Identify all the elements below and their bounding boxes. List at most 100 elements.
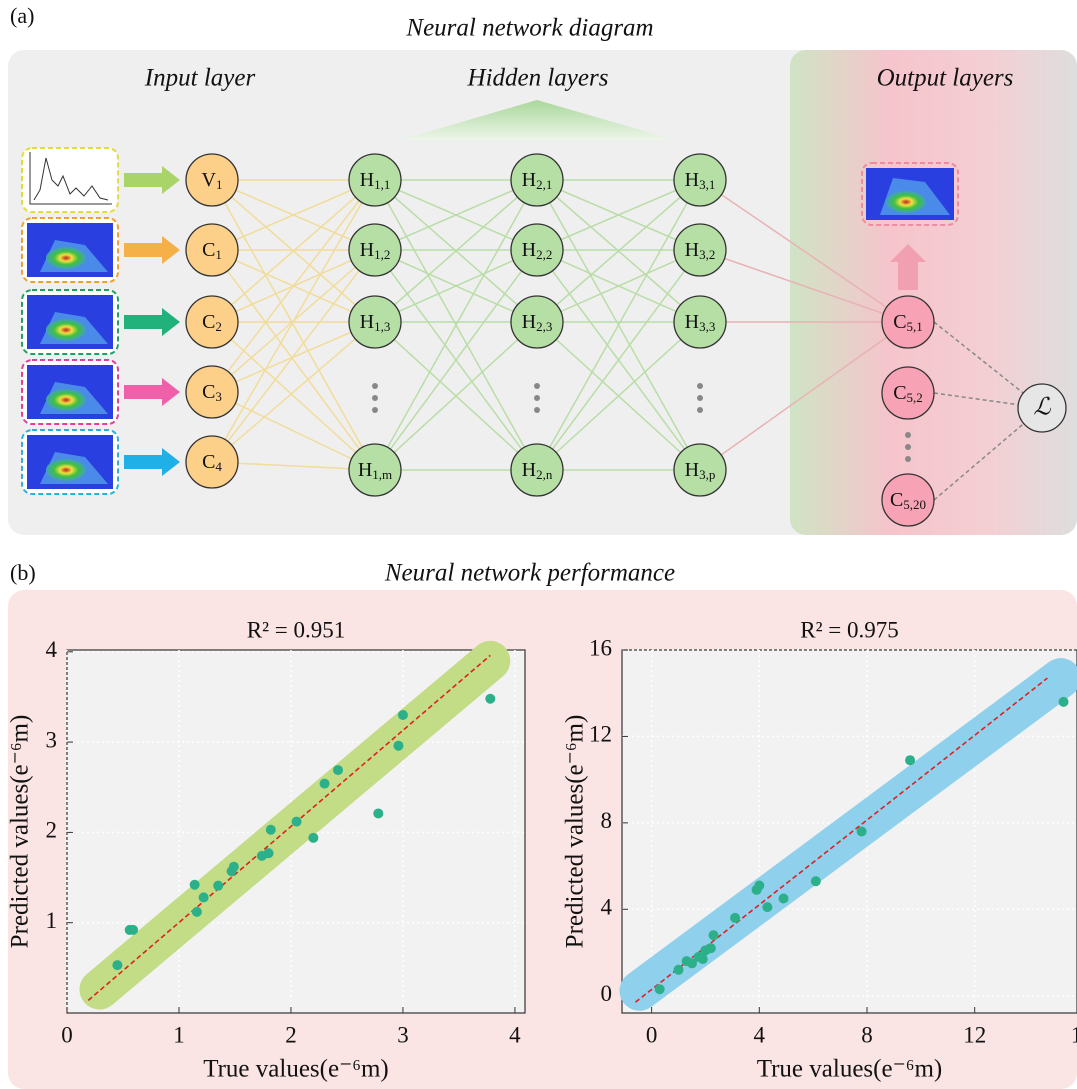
column-title: Input layer	[144, 65, 256, 92]
point	[857, 827, 867, 837]
input-thumbnail-frame	[22, 148, 118, 212]
node-label-base: H	[685, 311, 699, 333]
point	[762, 902, 772, 912]
point	[730, 913, 740, 923]
column-title: Hidden layers	[467, 65, 609, 92]
node-label-base: H	[522, 169, 536, 191]
y-tick-label: 1	[46, 908, 58, 933]
output-heatmap-spot	[886, 191, 926, 213]
y-tick-label: 16	[589, 635, 612, 660]
point	[192, 907, 202, 917]
node-label-sub: 5,1	[907, 319, 923, 334]
node-label-sub: 3,p	[699, 467, 715, 482]
point	[655, 984, 665, 994]
node-label-sub: 1,1	[374, 177, 390, 192]
y-tick-label: 4	[601, 895, 613, 920]
point	[266, 825, 276, 835]
x-tick-label: 16	[1071, 1022, 1077, 1047]
ellipsis-dot	[372, 383, 378, 389]
point	[292, 817, 302, 827]
y-tick-label: 3	[46, 727, 58, 752]
node-label-sub: 5,20	[903, 497, 926, 512]
node-label-sub: 2,3	[536, 319, 552, 334]
x-tick-label: 4	[754, 1022, 766, 1047]
x-axis-label: True values(e⁻⁶m)	[757, 1056, 943, 1083]
node-label-base: C	[893, 382, 906, 404]
y-tick-label: 8	[601, 808, 613, 833]
node-label-base: H	[360, 169, 374, 191]
point	[811, 876, 821, 886]
node-label-sub: 2	[215, 319, 222, 334]
node-label-base: C	[202, 311, 215, 333]
node-label-base: C	[890, 489, 903, 511]
node-label-base: H	[522, 459, 536, 481]
node-label-sub: 3	[215, 389, 222, 404]
panel-title: Neural network performance	[384, 560, 675, 587]
point	[112, 960, 122, 970]
x-tick-label: 0	[61, 1022, 73, 1047]
y-tick-label: 4	[46, 637, 58, 662]
node-label-sub: 1,m	[372, 467, 392, 482]
node-label-sub: 1,3	[374, 319, 390, 334]
x-tick-label: 3	[397, 1022, 409, 1047]
point	[1059, 697, 1069, 707]
node-label-sub: 2,2	[536, 247, 552, 262]
node-label-base: H	[685, 239, 699, 261]
point	[905, 755, 915, 765]
x-tick-label: 1	[173, 1022, 185, 1047]
point	[393, 741, 403, 751]
y-tick-label: 2	[46, 818, 58, 843]
node-label-base: H	[685, 459, 699, 481]
loss-label: ℒ	[1033, 395, 1051, 421]
point	[333, 765, 343, 775]
ellipsis-dot	[697, 395, 703, 401]
chart-title: R² = 0.975	[800, 617, 898, 642]
y-tick-label: 0	[601, 981, 613, 1006]
ellipsis-dot	[905, 456, 911, 462]
ellipsis-dot	[534, 383, 540, 389]
panel-label: (b)	[10, 560, 36, 585]
x-tick-label: 4	[509, 1022, 521, 1047]
node-label-base: H	[360, 311, 374, 333]
point	[128, 925, 138, 935]
point	[754, 881, 764, 891]
x-tick-label: 2	[285, 1022, 297, 1047]
node-label-sub: 2,n	[536, 467, 553, 482]
page: {"diagram": {"label": "(a)", "title": "N…	[0, 0, 1077, 1089]
node-label-base: H	[685, 169, 699, 191]
node-label-sub: 2,1	[536, 177, 552, 192]
point	[485, 694, 495, 704]
point	[213, 881, 223, 891]
point	[264, 848, 274, 858]
node-label-sub: 3,3	[699, 319, 715, 334]
input-heatmap-spot	[46, 319, 86, 341]
node-label-base: C	[893, 311, 906, 333]
x-axis-label: True values(e⁻⁶m)	[203, 1056, 389, 1083]
node-label-base: H	[360, 239, 374, 261]
node-label-base: H	[358, 459, 372, 481]
ellipsis-dot	[905, 432, 911, 438]
x-tick-label: 12	[963, 1022, 986, 1047]
ellipsis-dot	[372, 395, 378, 401]
x-tick-label: 0	[646, 1022, 658, 1047]
point	[320, 779, 330, 789]
panel-label: (a)	[10, 3, 34, 28]
figure: (a) Neural network diagram Input layer H…	[0, 0, 1077, 1089]
node-label-base: H	[522, 239, 536, 261]
node-label-base: V	[202, 169, 217, 191]
node-label-sub: 1,2	[374, 247, 390, 262]
node-label-sub: 5,2	[907, 390, 923, 405]
chart-title: R² = 0.951	[247, 617, 345, 642]
node-label-base: H	[522, 311, 536, 333]
point	[373, 808, 383, 818]
input-heatmap-spot	[46, 247, 86, 269]
output-region	[790, 50, 1077, 535]
node-label-sub: 3,2	[699, 247, 715, 262]
x-tick-label: 8	[861, 1022, 873, 1047]
node-label-sub: 3,1	[699, 177, 715, 192]
y-tick-label: 12	[589, 722, 612, 747]
point	[190, 880, 200, 890]
point	[398, 710, 408, 720]
point	[706, 943, 716, 953]
node-label-sub: 4	[215, 459, 222, 474]
